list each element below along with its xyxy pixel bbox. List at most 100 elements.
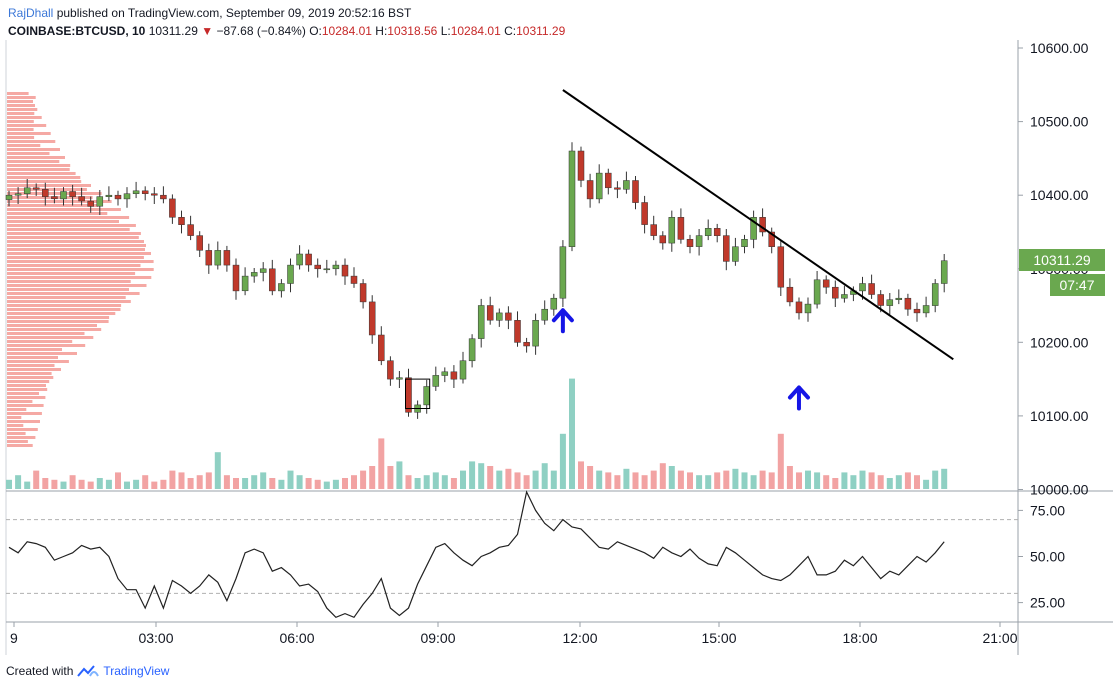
candle-body — [877, 294, 884, 306]
profile-bar — [7, 396, 46, 399]
volume-bar — [569, 378, 575, 489]
profile-bar — [7, 436, 36, 439]
volume-bar — [805, 470, 811, 489]
volume-bar — [487, 466, 494, 489]
profile-bar — [7, 280, 131, 283]
profile-bar — [7, 172, 76, 175]
candle-body — [32, 187, 40, 190]
profile-bar — [7, 356, 58, 359]
profile-bar — [7, 268, 154, 271]
profile-bar — [7, 228, 130, 231]
candle-body — [614, 187, 621, 190]
volume-bar — [105, 479, 112, 489]
candlesticks — [5, 142, 948, 419]
profile-bar — [7, 92, 29, 95]
profile-bar — [7, 408, 27, 411]
volume-bar — [96, 478, 103, 489]
candle-body — [441, 371, 449, 376]
volume-bar — [723, 470, 730, 489]
close-value: 10311.29 — [516, 24, 566, 38]
profile-bar — [7, 332, 85, 335]
candle-body — [695, 235, 703, 247]
footer: Created with TradingView — [6, 664, 169, 678]
profile-bar — [7, 128, 34, 131]
candle-body — [105, 194, 113, 197]
candle-body — [296, 253, 303, 266]
volume-bar — [587, 466, 594, 489]
tradingview-brand[interactable]: TradingView — [103, 664, 170, 678]
profile-bar — [7, 184, 91, 187]
ohlc-line: COINBASE:BTCUSD, 10 10311.29 ▼ −87.68 (−… — [8, 23, 565, 39]
volume-bar — [705, 475, 712, 489]
candle-body — [741, 239, 748, 247]
profile-bar — [7, 440, 28, 443]
chart-header: RajDhall published on TradingView.com, S… — [8, 5, 565, 39]
volume-bar — [251, 475, 258, 489]
volume-profile — [7, 92, 154, 447]
candle-body — [269, 268, 276, 292]
profile-bar — [7, 340, 73, 343]
volume-bar — [387, 466, 394, 489]
candle-body — [42, 189, 49, 197]
profile-bar — [7, 156, 65, 159]
candle-body — [804, 303, 812, 314]
volume-bar — [914, 475, 920, 489]
volume-bar — [777, 433, 784, 489]
profile-bar — [7, 124, 47, 127]
candle-body — [141, 190, 149, 194]
volume-bar — [541, 463, 548, 489]
candle-body — [886, 299, 894, 306]
profile-bar — [7, 376, 54, 379]
rsi-tick-label: 50.00 — [1030, 549, 1065, 565]
candle-body — [241, 275, 249, 292]
author-link[interactable]: RajDhall — [8, 6, 54, 20]
profile-bar — [7, 132, 51, 135]
profile-bar — [7, 160, 60, 163]
profile-bar — [7, 236, 139, 239]
candle-body — [5, 194, 13, 200]
volume-bar — [677, 470, 684, 489]
volume-bar — [932, 470, 939, 489]
high-value: 10318.56 — [387, 24, 438, 38]
profile-bar — [7, 392, 39, 395]
volume-bar — [904, 472, 911, 489]
profile-bar — [7, 276, 152, 279]
profile-bar — [7, 328, 102, 331]
profile-bar — [7, 324, 97, 327]
profile-bar — [7, 352, 77, 355]
candle-body — [486, 305, 494, 321]
volume-bar — [396, 461, 403, 489]
tradingview-logo-icon — [77, 665, 100, 677]
published-text: published on TradingView.com, September … — [56, 6, 412, 20]
volume-bar — [287, 470, 294, 489]
profile-bar — [7, 168, 70, 171]
volume-bar — [814, 472, 821, 489]
volume-bar — [523, 475, 530, 489]
down-triangle-icon: ▼ — [201, 24, 214, 38]
profile-bar — [7, 256, 144, 259]
time-axis[interactable]: 9 03:00 06:00 09:00 12:00 15:00 18:00 21:00 — [10, 622, 1018, 646]
rsi-tick-label: 75.00 — [1030, 502, 1065, 518]
candle-body — [396, 377, 403, 380]
profile-bar — [7, 316, 110, 319]
candle-body — [632, 180, 639, 203]
volume-bar — [160, 479, 167, 489]
candle-body — [450, 371, 458, 380]
volume-bar — [895, 475, 902, 489]
profile-bar — [7, 216, 130, 219]
candle-body — [931, 283, 939, 306]
volume-bar — [850, 475, 857, 489]
candle-body — [904, 297, 912, 310]
candle-body — [532, 320, 539, 347]
candle-body — [23, 187, 31, 194]
price-axis[interactable]: 10600.0010500.0010400.0010300.0010200.00… — [1018, 40, 1089, 611]
candle-body — [496, 312, 503, 321]
volume-bar — [668, 466, 675, 489]
open-value: 10284.01 — [321, 24, 372, 38]
up-arrow-icon — [551, 308, 574, 334]
price-tick-label: 10000.00 — [1030, 482, 1089, 498]
candle-body — [940, 260, 948, 284]
candle-body — [60, 191, 67, 200]
candle-body — [378, 334, 385, 362]
